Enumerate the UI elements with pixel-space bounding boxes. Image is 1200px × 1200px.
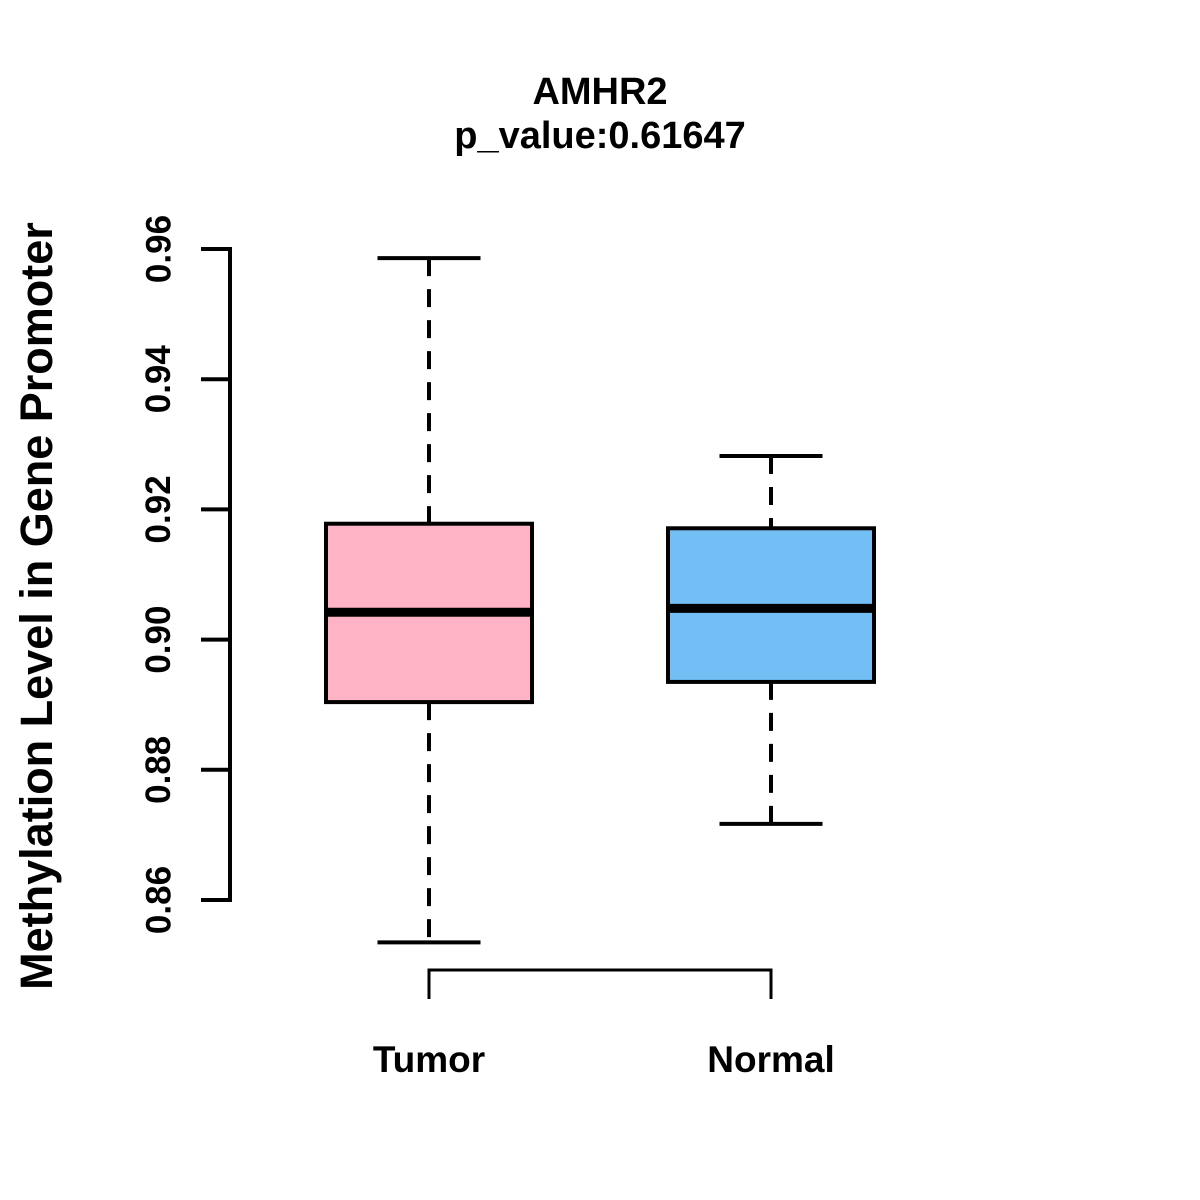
y-axis-tick-label: 0.86 <box>139 866 178 934</box>
chart-title: AMHR2 <box>532 71 668 113</box>
y-axis-tick-label: 0.94 <box>139 345 178 414</box>
y-axis-tick-label: 0.96 <box>139 215 178 283</box>
y-axis-tick-label: 0.88 <box>139 736 178 804</box>
chart-subtitle-pvalue: p_value:0.61647 <box>454 115 746 157</box>
y-axis-tick-label: 0.90 <box>139 606 178 674</box>
x-label-normal: Normal <box>707 1039 835 1080</box>
x-axis-bracket <box>427 968 773 999</box>
x-label-tumor: Tumor <box>372 1039 486 1080</box>
y-axis-tick-label: 0.92 <box>139 475 178 543</box>
